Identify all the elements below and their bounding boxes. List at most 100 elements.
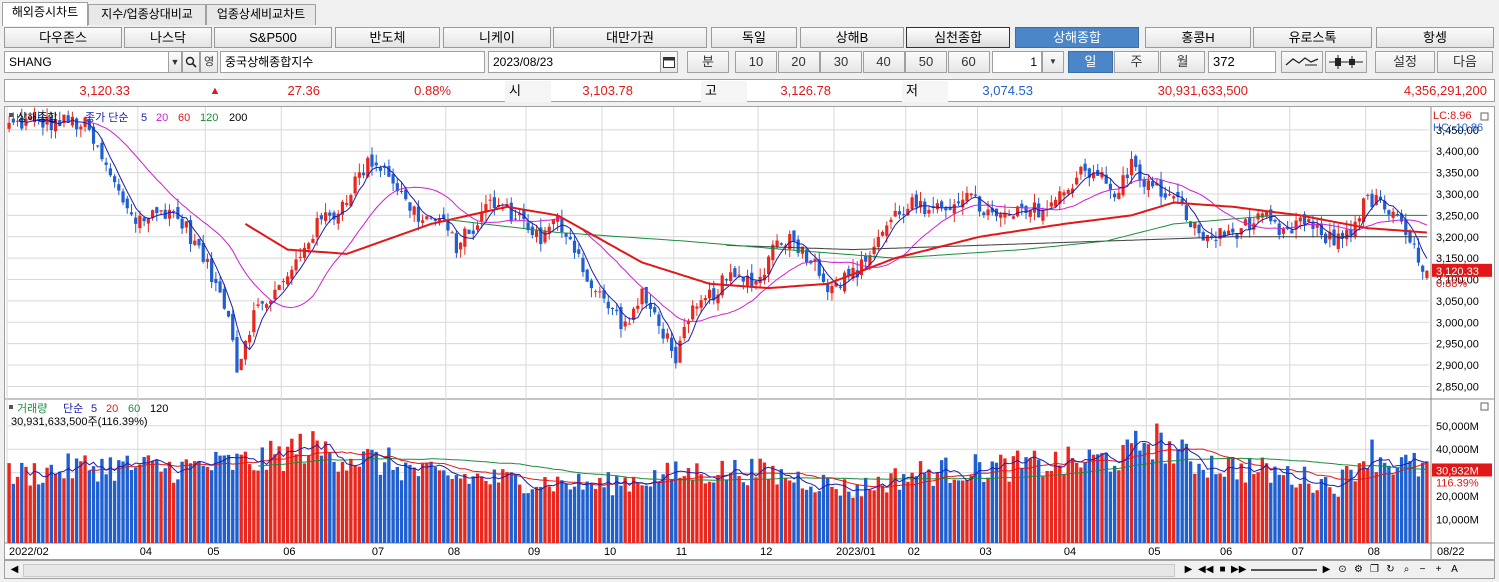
scroll-right-icon[interactable]: ▶ bbox=[1184, 564, 1193, 575]
price-volume-chart[interactable]: 3,450,00 3,400,00 3,350,00 3,300,00 3,250,00… bbox=[5, 107, 1494, 559]
search-small-icon[interactable]: ⌕ bbox=[1403, 564, 1410, 575]
calendar-icon[interactable] bbox=[660, 51, 678, 73]
candle-body bbox=[767, 256, 771, 275]
minute-option-button[interactable]: 20 bbox=[777, 51, 820, 73]
period-option-button[interactable]: 월 bbox=[1160, 51, 1205, 73]
candle-body bbox=[1066, 189, 1070, 194]
symbol-input[interactable]: SHANG bbox=[4, 51, 170, 73]
volume-bar bbox=[1399, 457, 1404, 543]
zoom-in-icon[interactable]: + bbox=[1435, 564, 1442, 575]
volume-bar bbox=[370, 449, 374, 543]
index-button[interactable]: 유로스톡 bbox=[1253, 27, 1372, 48]
chart-area[interactable]: 3,450,00 3,400,00 3,350,00 3,300,00 3,250,00… bbox=[4, 106, 1495, 560]
volume-bar bbox=[813, 492, 817, 543]
price-legend-series: 상해종합 bbox=[17, 110, 57, 124]
minute-option-button[interactable]: 50 bbox=[905, 51, 947, 73]
index-button[interactable]: 심천종합 bbox=[906, 27, 1010, 48]
minute-option-button[interactable]: 60 bbox=[947, 51, 990, 73]
text-size-icon[interactable]: A bbox=[1451, 564, 1458, 575]
volume-bar bbox=[589, 483, 594, 543]
minute-option-button[interactable]: 40 bbox=[862, 51, 905, 73]
stop-icon[interactable]: ■ bbox=[1219, 564, 1226, 575]
volume-bar bbox=[539, 486, 543, 543]
copy-icon[interactable]: ❐ bbox=[1370, 564, 1379, 575]
tab-index-compare[interactable]: 지수/업종상대비교 bbox=[88, 4, 206, 25]
tab-overseas-chart[interactable]: 해외증시차트 bbox=[2, 2, 88, 26]
candle-body bbox=[378, 167, 383, 171]
index-button[interactable]: 홍콩H bbox=[1145, 27, 1251, 48]
zoom-slider[interactable] bbox=[1251, 569, 1317, 571]
date-input[interactable]: 2023/08/23 bbox=[488, 51, 678, 73]
volume-bar bbox=[1256, 472, 1260, 543]
volume-bar bbox=[290, 438, 294, 543]
candle-body bbox=[467, 229, 471, 234]
next-button[interactable]: 다음 bbox=[1437, 51, 1493, 73]
interval-dropdown-icon[interactable]: ▼ bbox=[1042, 51, 1064, 73]
volume-bar bbox=[1387, 465, 1391, 543]
minute-option-button[interactable]: 30 bbox=[820, 51, 862, 73]
scroll-end-icon[interactable]: ▶ bbox=[1322, 564, 1331, 575]
volume-bar bbox=[475, 473, 480, 543]
scroll-left-icon[interactable]: ◀ bbox=[10, 564, 19, 575]
index-button[interactable]: 반도체 bbox=[335, 27, 440, 48]
volume-bar bbox=[1361, 461, 1366, 543]
candle-body bbox=[779, 243, 783, 245]
candle-body bbox=[830, 285, 834, 294]
fast-forward-icon[interactable]: ▶▶ bbox=[1231, 564, 1247, 575]
period-option-button[interactable]: 일 bbox=[1068, 51, 1113, 73]
index-button[interactable]: 항셍 bbox=[1376, 27, 1494, 48]
index-button[interactable]: 다우존스 bbox=[4, 27, 122, 48]
period-option-button[interactable]: 주 bbox=[1114, 51, 1159, 73]
volume-bar bbox=[826, 478, 830, 543]
candle-body bbox=[218, 281, 222, 293]
volume-bar bbox=[1357, 463, 1362, 543]
index-button[interactable]: 니케이 bbox=[443, 27, 551, 48]
minute-unit-button[interactable]: 분 bbox=[687, 51, 729, 73]
english-name-icon[interactable]: 영 bbox=[200, 51, 218, 73]
settings-button[interactable]: 설정 bbox=[1375, 51, 1435, 73]
candle-body bbox=[526, 222, 530, 231]
interval-input[interactable]: 1 bbox=[992, 51, 1042, 73]
volume-bar bbox=[1176, 449, 1180, 543]
zoom-out-icon[interactable]: − bbox=[1419, 564, 1426, 575]
index-button[interactable]: 상해B bbox=[800, 27, 904, 48]
refresh-icon[interactable]: ↻ bbox=[1386, 564, 1395, 575]
candle-body bbox=[459, 242, 463, 250]
date-tick-label: 04 bbox=[1064, 546, 1076, 558]
volume-bar bbox=[1298, 483, 1302, 543]
volume-bar bbox=[146, 455, 151, 543]
candle-body bbox=[1201, 232, 1205, 241]
index-button[interactable]: 대만가권 bbox=[553, 27, 707, 48]
candle-body bbox=[644, 286, 648, 304]
scroll-track[interactable] bbox=[23, 564, 1175, 577]
candle-body bbox=[366, 157, 370, 177]
volume-bar bbox=[965, 479, 969, 543]
price-tick-label: 3,150,00 bbox=[1436, 253, 1479, 265]
candle-body bbox=[1167, 194, 1172, 196]
candle-style-icon[interactable] bbox=[1325, 51, 1367, 73]
volume-bar bbox=[745, 485, 750, 543]
minute-option-button[interactable]: 10 bbox=[735, 51, 777, 73]
volume-bar bbox=[699, 474, 703, 543]
index-button[interactable]: 상해종합 bbox=[1015, 27, 1139, 48]
index-button[interactable]: 나스닥 bbox=[124, 27, 212, 48]
settings-gear-icon[interactable]: ⚙ bbox=[1354, 564, 1363, 575]
tab-sector-detail[interactable]: 업종상세비교차트 bbox=[206, 4, 316, 25]
candle-body bbox=[513, 218, 518, 220]
chart-type-icon[interactable] bbox=[1281, 51, 1323, 73]
volume-bar bbox=[91, 466, 96, 543]
crosshair-icon[interactable]: ⊙ bbox=[1338, 564, 1347, 575]
rewind-icon[interactable]: ◀◀ bbox=[1198, 564, 1214, 575]
volume-bar bbox=[880, 485, 885, 543]
candle-body bbox=[1294, 220, 1298, 230]
candle-body bbox=[319, 215, 323, 220]
index-button[interactable]: S&P500 bbox=[214, 27, 332, 48]
index-button[interactable]: 독일 bbox=[711, 27, 797, 48]
search-icon[interactable] bbox=[182, 51, 200, 73]
volume-bar bbox=[754, 477, 758, 543]
chart-scrollbar[interactable]: ◀ ▶ ◀◀ ■ ▶▶ ▶ ⊙ ⚙ ❐ ↻ ⌕ − + A bbox=[4, 560, 1495, 579]
symbol-dropdown-icon[interactable]: ▼ bbox=[168, 51, 182, 73]
volume-bar bbox=[847, 491, 851, 543]
volume-bar bbox=[484, 480, 488, 543]
count-input[interactable]: 372 bbox=[1208, 51, 1276, 73]
